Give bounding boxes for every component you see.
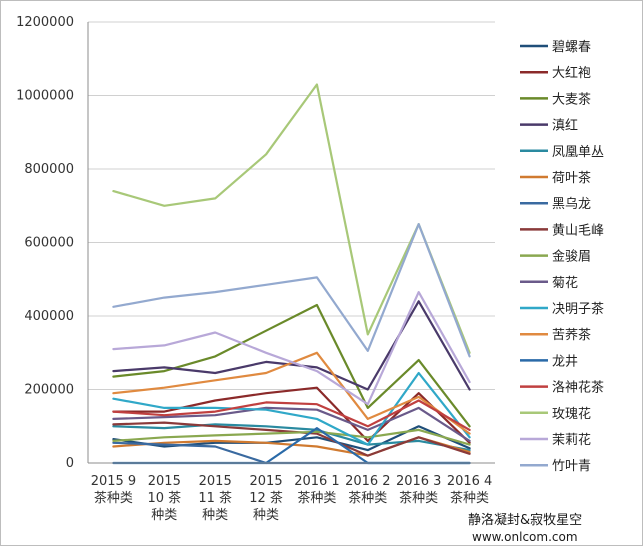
- x-tick-label-line: 茶种类: [399, 490, 438, 506]
- y-axis-tick-labels: 0 200000 400000 600000 800000 1000000 1200000: [16, 15, 74, 471]
- x-tick-label: 2015 10 茶种类: [147, 474, 181, 523]
- x-tick-label-line: 2016 3: [396, 474, 442, 489]
- x-tick-label-line: 2015: [148, 474, 181, 489]
- watermark: 静洛凝封&寂牧星空 www.onlcom.com: [468, 512, 582, 544]
- x-tick-label: 2016 4 茶种类: [447, 474, 493, 506]
- x-tick-label-line: 茶种类: [450, 490, 489, 506]
- legend-label: 黑乌龙: [552, 196, 591, 212]
- y-tick-label: 0: [66, 456, 74, 471]
- series-line-9: [112, 428, 471, 446]
- x-tick-label: 2015 12 茶种类: [249, 474, 283, 523]
- x-tick-label: 2015 9 茶种类: [91, 474, 137, 506]
- y-tick-label: 600000: [24, 236, 74, 251]
- series-line-4: [112, 300, 471, 391]
- legend-label: 金骏眉: [552, 249, 591, 265]
- legend-label: 玫瑰花: [552, 406, 591, 422]
- legend-label: 滇红: [552, 118, 578, 134]
- x-tick-label-line: 2015 9: [91, 474, 137, 489]
- legend-label: 凤凰单丛: [552, 145, 604, 160]
- legend-label: 菊花: [552, 275, 578, 291]
- series-line-10: [112, 406, 471, 442]
- x-tick-label: 2016 2 茶种类: [345, 474, 391, 506]
- x-tick-label-line: 2015: [250, 474, 283, 489]
- y-tick-label: 1200000: [16, 15, 74, 30]
- series-lines: [112, 83, 471, 465]
- x-tick-label-line: 种类: [253, 508, 279, 523]
- series-line-14: [112, 399, 471, 431]
- legend-label: 大红袍: [552, 65, 591, 81]
- x-tick-label-line: 10 茶: [147, 490, 181, 506]
- legend-label: 荷叶茶: [552, 170, 591, 186]
- x-tick-label-line: 11 茶: [198, 490, 232, 506]
- x-tick-label: 2016 1 茶种类: [294, 474, 340, 506]
- series-line-17: [112, 223, 471, 358]
- x-tick-label-line: 种类: [151, 508, 177, 523]
- legend-label: 竹叶青: [552, 459, 591, 474]
- x-tick-label: 2016 3 茶种类: [396, 474, 442, 506]
- x-tick-label-line: 2016 2: [345, 474, 391, 489]
- series-line-11: [112, 371, 471, 446]
- legend-label: 黄山毛峰: [552, 223, 604, 238]
- y-tick-label: 800000: [24, 162, 74, 177]
- x-tick-label-line: 茶种类: [94, 490, 133, 506]
- x-tick-label: 2015 11 茶种类: [198, 474, 232, 523]
- x-tick-label-line: 2016 4: [447, 474, 493, 489]
- legend-label: 碧螺春: [552, 40, 591, 55]
- x-tick-label-line: 12 茶: [249, 490, 283, 506]
- x-tick-label-line: 2016 1: [294, 474, 340, 489]
- legend-label: 决明子茶: [552, 301, 604, 317]
- x-tick-label-line: 2015: [199, 474, 232, 489]
- legend-label: 苦荞茶: [552, 327, 591, 343]
- y-tick-label: 400000: [24, 309, 74, 324]
- legend: 碧螺春大红袍大麦茶滇红凤凰单丛荷叶茶黑乌龙黄山毛峰金骏眉菊花决明子茶苦荞茶龙井洛…: [520, 40, 604, 474]
- legend-label: 茉莉花: [552, 432, 591, 448]
- series-line-16: [112, 291, 471, 406]
- x-tick-label-line: 种类: [202, 508, 228, 523]
- x-tick-label-line: 茶种类: [348, 490, 387, 506]
- y-tick-label: 1000000: [16, 89, 74, 104]
- y-tick-label: 200000: [24, 383, 74, 398]
- legend-label: 洛神花茶: [552, 380, 604, 396]
- legend-label: 大麦茶: [552, 91, 591, 107]
- watermark-line2: www.onlcom.com: [472, 530, 578, 544]
- legend-label: 龙井: [552, 354, 578, 369]
- x-tick-label-line: 茶种类: [297, 490, 336, 506]
- watermark-line1: 静洛凝封&寂牧星空: [468, 512, 582, 528]
